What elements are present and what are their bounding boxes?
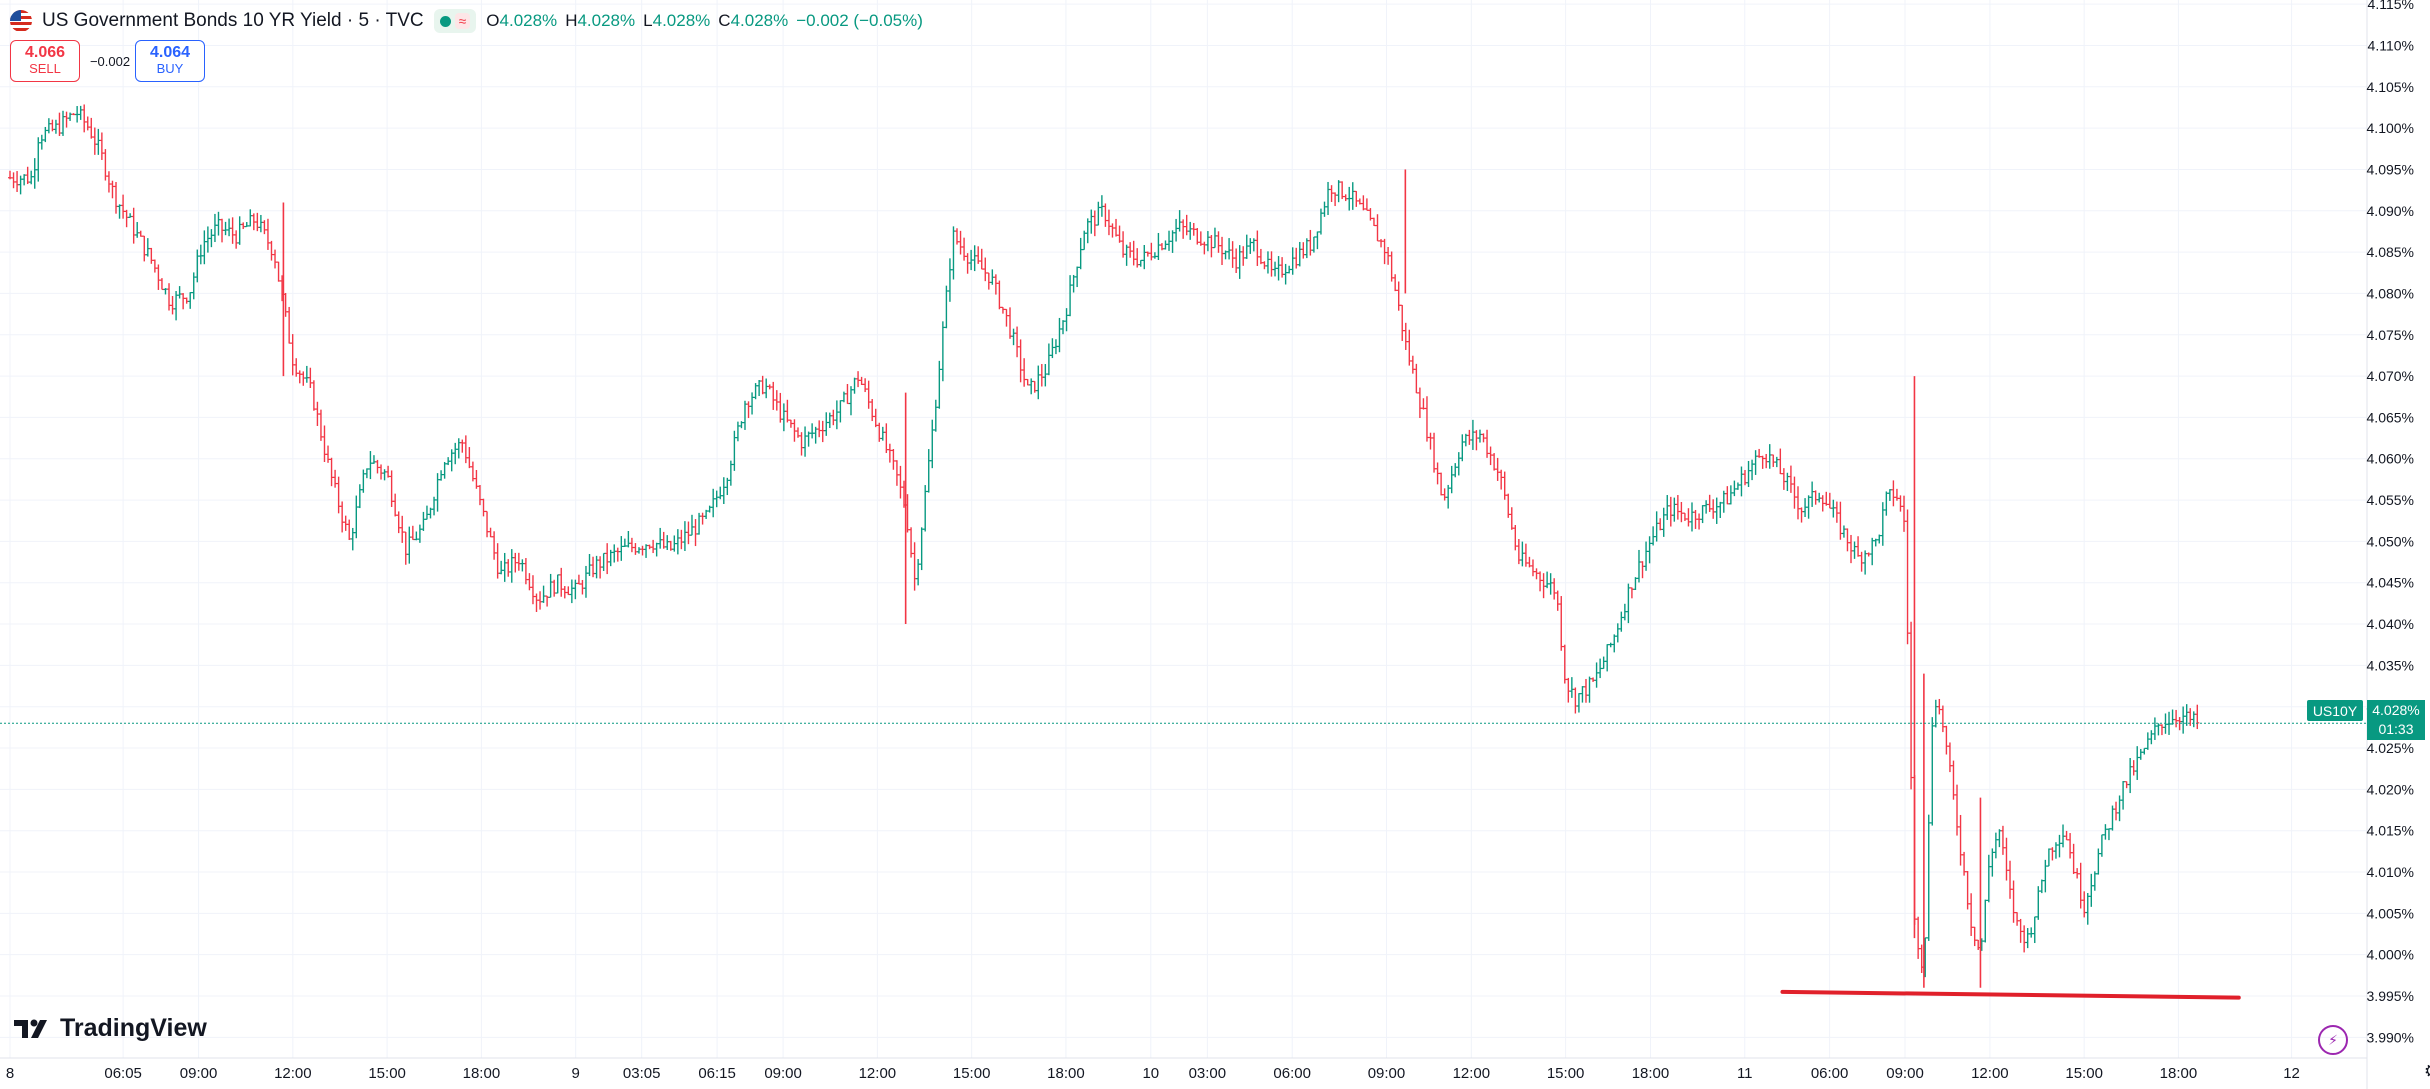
time-tick-label: 18:00 — [1632, 1065, 1670, 1082]
time-tick-label: 8 — [6, 1065, 14, 1082]
symbol-price-tag: US10Y — [2307, 700, 2363, 721]
price-tick-label: 4.095% — [2367, 161, 2414, 177]
time-tick-label: 09:00 — [180, 1065, 218, 1082]
price-scale[interactable]: 4.115% 4.110% 4.105% 4.100% 4.095% 4.090% 4.08… — [2367, 0, 2414, 1045]
time-tick-label: 06:15 — [698, 1065, 736, 1082]
time-tick-label: 18:00 — [2160, 1065, 2198, 1082]
time-tick-label: 12:00 — [1453, 1065, 1491, 1082]
price-tick-label: 4.005% — [2367, 905, 2414, 921]
chart-grid — [0, 0, 2367, 1058]
time-tick-label: 09:00 — [1368, 1065, 1406, 1082]
time-tick-label: 06:05 — [104, 1065, 142, 1082]
wave-icon: ≈ — [454, 13, 471, 29]
price-tick-label: 4.075% — [2367, 327, 2414, 343]
symbol-title[interactable]: US Government Bonds 10 YR Yield · 5 · TV… — [42, 10, 424, 31]
time-tick-label: 15:00 — [1547, 1065, 1585, 1082]
time-tick-label: 12:00 — [274, 1065, 312, 1082]
sell-button[interactable]: 4.066 SELL — [10, 40, 80, 82]
ohlc-bars — [8, 104, 2200, 988]
price-tick-label: 4.080% — [2367, 285, 2414, 301]
price-tick-label: 4.115% — [2368, 0, 2414, 12]
symbol-legend: US Government Bonds 10 YR Yield · 5 · TV… — [10, 8, 923, 34]
time-scale[interactable]: 8 06:05 09:00 12:00 15:00 18:00 9 03:05 06:15 09:… — [6, 1065, 2300, 1082]
time-tick-label: 12:00 — [859, 1065, 897, 1082]
flag-icon — [10, 10, 32, 32]
spread-value: −0.002 — [89, 54, 131, 69]
price-tick-label: 4.100% — [2367, 120, 2414, 136]
price-tick-label: 4.060% — [2367, 451, 2414, 467]
time-tick-label: 15:00 — [2065, 1065, 2103, 1082]
price-tick-label: 4.010% — [2367, 864, 2414, 880]
lightning-icon[interactable]: ⚡ — [2318, 1025, 2348, 1055]
last-price-tag: 4.028% 01:33 — [2367, 700, 2425, 740]
price-tick-label: 4.090% — [2367, 203, 2414, 219]
price-tick-label: 4.040% — [2367, 616, 2414, 632]
market-open-icon — [439, 15, 451, 27]
time-tick-label: 09:00 — [764, 1065, 802, 1082]
price-tick-label: 4.025% — [2367, 740, 2414, 756]
tradingview-logo[interactable]: TradingView — [14, 1014, 207, 1043]
price-tick-label: 4.000% — [2367, 947, 2414, 963]
price-tick-label: 3.995% — [2367, 988, 2414, 1004]
time-tick-label: 10 — [1142, 1065, 1159, 1082]
tradingview-logo-icon — [14, 1019, 47, 1038]
gear-icon[interactable]: ⚙ — [2423, 1061, 2430, 1081]
price-tick-label: 4.020% — [2367, 781, 2414, 797]
price-tick-label: 4.085% — [2367, 244, 2414, 260]
market-status[interactable]: ≈ — [433, 9, 477, 33]
price-tick-label: 4.045% — [2367, 575, 2414, 591]
time-tick-label: 09:00 — [1886, 1065, 1924, 1082]
time-tick-label: 06:00 — [1811, 1065, 1849, 1082]
price-tick-label: 4.050% — [2367, 533, 2414, 549]
ohlc-values: O4.028% H4.028% L4.028% C4.028% −0.002 (… — [486, 11, 923, 30]
time-tick-label: 18:00 — [1047, 1065, 1085, 1082]
time-tick-label: 06:00 — [1273, 1065, 1311, 1082]
price-tick-label: 4.015% — [2367, 823, 2414, 839]
price-tick-label: 4.110% — [2368, 37, 2414, 53]
time-tick-label: 18:00 — [463, 1065, 501, 1082]
buy-button[interactable]: 4.064 BUY — [135, 40, 205, 82]
time-tick-label: 03:00 — [1189, 1065, 1227, 1082]
brand-name: TradingView — [60, 1014, 207, 1042]
time-tick-label: 9 — [572, 1065, 580, 1082]
time-tick-label: 03:05 — [623, 1065, 661, 1082]
trend-line-drawing[interactable] — [1780, 989, 2241, 1000]
time-tick-label: 12:00 — [1971, 1065, 2009, 1082]
price-tick-label: 4.070% — [2367, 368, 2414, 384]
time-tick-label: 15:00 — [368, 1065, 406, 1082]
price-tick-label: 4.055% — [2367, 492, 2414, 508]
price-tick-label: 4.065% — [2367, 409, 2414, 425]
time-tick-label: 11 — [1737, 1065, 1753, 1082]
change-value: −0.002 (−0.05%) — [796, 11, 923, 30]
time-tick-label: 12 — [2283, 1065, 2300, 1082]
price-tick-label: 4.035% — [2367, 657, 2414, 673]
price-tick-label: 4.105% — [2367, 79, 2414, 95]
price-tick-label: 3.990% — [2367, 1029, 2414, 1045]
time-tick-label: 15:00 — [953, 1065, 991, 1082]
